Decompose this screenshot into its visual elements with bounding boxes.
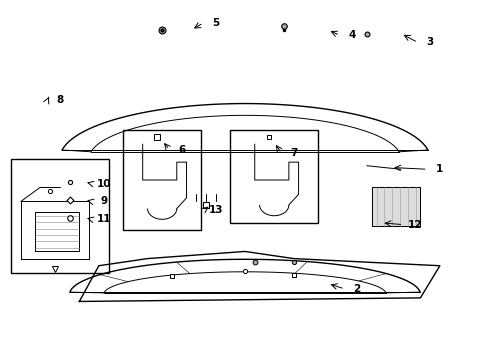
FancyBboxPatch shape <box>123 130 201 230</box>
Text: 1: 1 <box>436 164 443 174</box>
Text: 12: 12 <box>408 220 423 230</box>
FancyBboxPatch shape <box>11 158 109 273</box>
Polygon shape <box>372 187 420 226</box>
Text: 13: 13 <box>209 205 223 215</box>
Text: 10: 10 <box>97 179 111 189</box>
FancyBboxPatch shape <box>230 130 318 223</box>
Text: 11: 11 <box>97 214 111 224</box>
Text: 7: 7 <box>290 148 297 158</box>
Text: 8: 8 <box>56 95 64 105</box>
Text: 2: 2 <box>353 284 361 294</box>
Text: 5: 5 <box>212 18 220 28</box>
Text: 3: 3 <box>426 37 434 48</box>
Text: 6: 6 <box>178 145 185 155</box>
Text: 4: 4 <box>348 30 356 40</box>
Text: 9: 9 <box>100 197 107 206</box>
